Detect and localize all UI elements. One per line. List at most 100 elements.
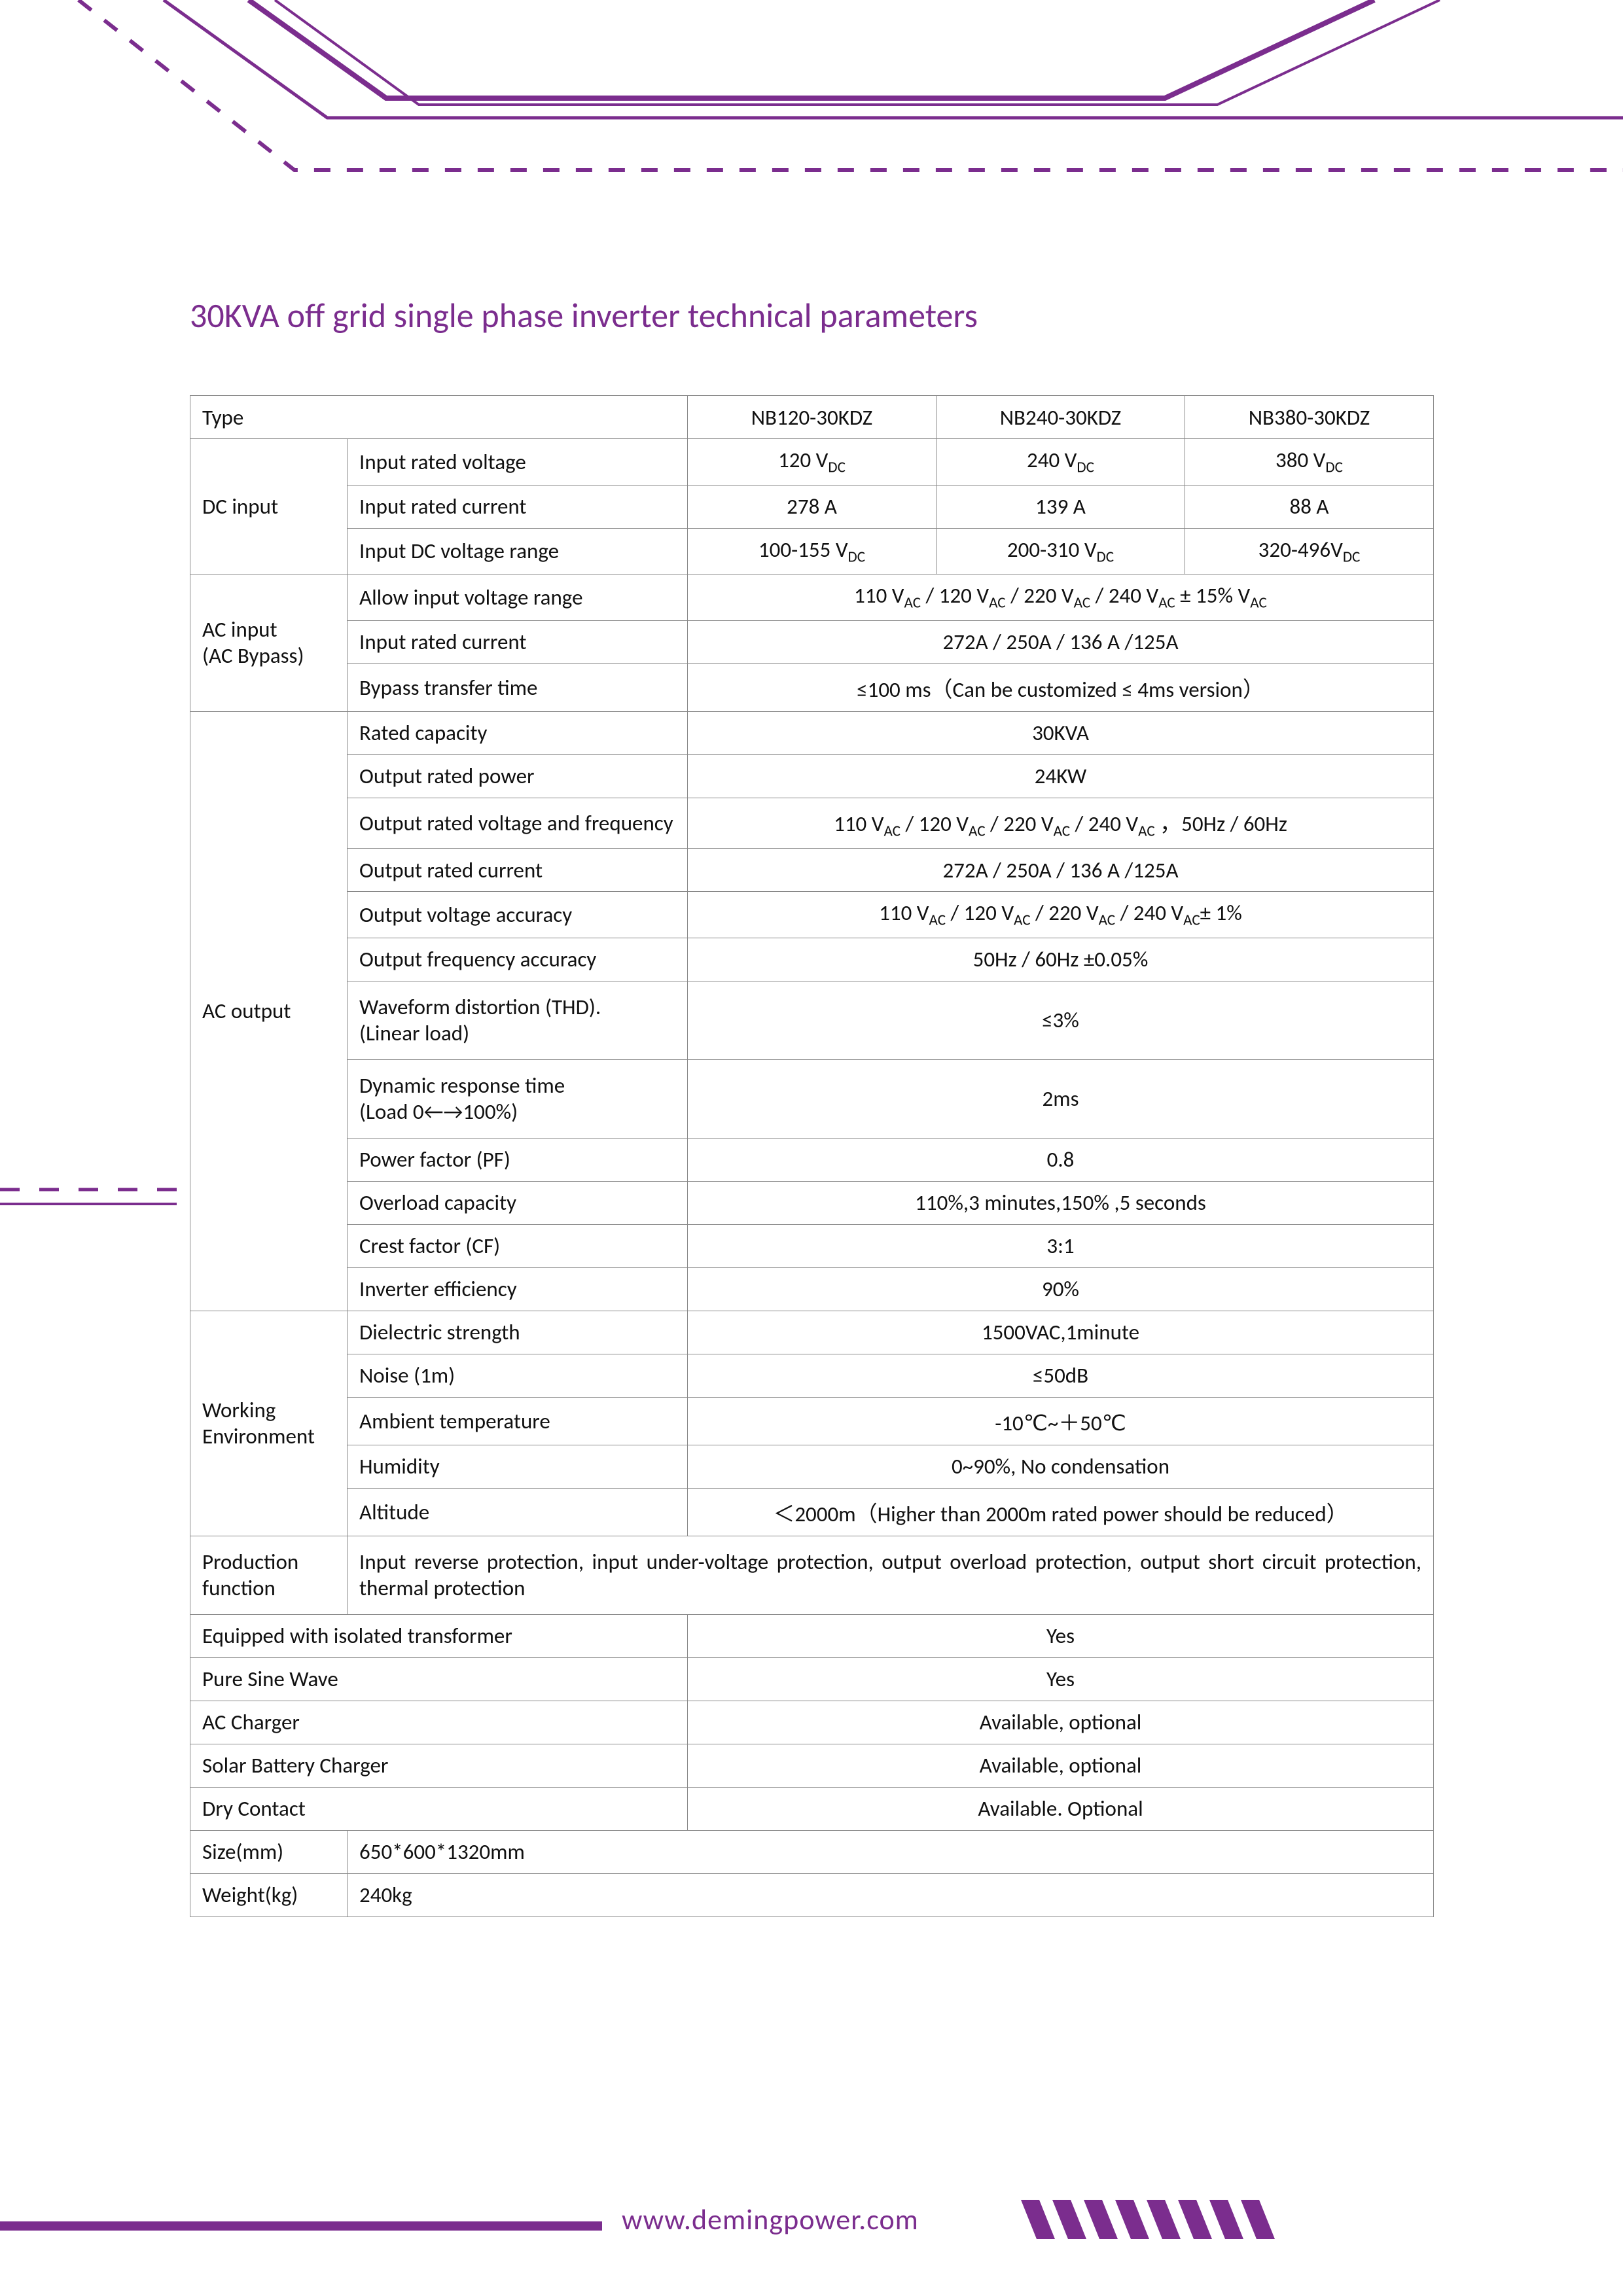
table-row: Noise (1m)≤50dB bbox=[190, 1354, 1434, 1397]
model-1: NB240-30KDZ bbox=[936, 396, 1185, 439]
val: ≤100 ms（Can be customized ≤ 4ms version） bbox=[688, 663, 1434, 711]
top-decoration bbox=[0, 0, 1623, 262]
param: Output rated current bbox=[348, 849, 688, 892]
page: 30KVA off grid single phase inverter tec… bbox=[0, 0, 1623, 2296]
footer-chevrons-icon bbox=[1021, 2200, 1296, 2242]
table-row: Input rated current278 A139 A88 A bbox=[190, 485, 1434, 528]
size-label: Size(mm) bbox=[190, 1830, 348, 1873]
val: ＜2000m（Higher than 2000m rated power sho… bbox=[688, 1488, 1434, 1536]
val: 110 VAC / 120 VAC / 220 VAC / 240 VAC± 1… bbox=[688, 892, 1434, 938]
ac-input-label: AC input(AC Bypass) bbox=[190, 574, 348, 712]
simple-label: Pure Sine Wave bbox=[190, 1657, 688, 1701]
val: 24KW bbox=[688, 754, 1434, 798]
page-title: 30KVA off grid single phase inverter tec… bbox=[190, 294, 1433, 336]
left-decoration bbox=[0, 1184, 190, 1210]
val: 380 VDC bbox=[1185, 439, 1434, 486]
simple-val: Yes bbox=[688, 1657, 1434, 1701]
spec-table: TypeNB120-30KDZNB240-30KDZNB380-30KDZDC … bbox=[190, 395, 1434, 1917]
dc-input-label: DC input bbox=[190, 439, 348, 574]
param: Output voltage accuracy bbox=[348, 892, 688, 938]
param: Waveform distortion (THD).(Linear load) bbox=[348, 981, 688, 1059]
val: 272A / 250A / 136 A /125A bbox=[688, 849, 1434, 892]
table-row: Crest factor (CF)3:1 bbox=[190, 1224, 1434, 1267]
footer: www.demingpower.com bbox=[0, 2185, 1623, 2237]
param: Humidity bbox=[348, 1445, 688, 1488]
param: Ambient temperature bbox=[348, 1397, 688, 1445]
val: 30KVA bbox=[688, 711, 1434, 754]
table-row: DC inputInput rated voltage120 VDC240 VD… bbox=[190, 439, 1434, 486]
table-row: Bypass transfer time≤100 ms（Can be custo… bbox=[190, 663, 1434, 711]
val: 110 VAC / 120 VAC / 220 VAC / 240 VAC ± … bbox=[688, 574, 1434, 621]
val: 139 A bbox=[936, 485, 1185, 528]
param: Altitude bbox=[348, 1488, 688, 1536]
table-row: Altitude＜2000m（Higher than 2000m rated p… bbox=[190, 1488, 1434, 1536]
header-type: Type bbox=[190, 396, 688, 439]
table-row: Dry ContactAvailable. Optional bbox=[190, 1787, 1434, 1830]
table-row: TypeNB120-30KDZNB240-30KDZNB380-30KDZ bbox=[190, 396, 1434, 439]
val: -10℃~＋50℃ bbox=[688, 1397, 1434, 1445]
simple-val: Available. Optional bbox=[688, 1787, 1434, 1830]
val: 120 VDC bbox=[688, 439, 936, 486]
param: Input DC voltage range bbox=[348, 528, 688, 574]
table-row: Weight(kg)240kg bbox=[190, 1873, 1434, 1916]
param: Power factor (PF) bbox=[348, 1138, 688, 1181]
param: Rated capacity bbox=[348, 711, 688, 754]
param: Crest factor (CF) bbox=[348, 1224, 688, 1267]
table-row: Input rated current272A / 250A / 136 A /… bbox=[190, 620, 1434, 663]
table-row: Solar Battery ChargerAvailable, optional bbox=[190, 1744, 1434, 1787]
val: 0.8 bbox=[688, 1138, 1434, 1181]
table-row: AC ChargerAvailable, optional bbox=[190, 1701, 1434, 1744]
param: Inverter efficiency bbox=[348, 1267, 688, 1311]
env-label: WorkingEnvironment bbox=[190, 1311, 348, 1536]
val: 88 A bbox=[1185, 485, 1434, 528]
val: 320-496VDC bbox=[1185, 528, 1434, 574]
simple-label: Dry Contact bbox=[190, 1787, 688, 1830]
simple-label: Equipped with isolated transformer bbox=[190, 1614, 688, 1657]
simple-val: Available, optional bbox=[688, 1744, 1434, 1787]
param: Output rated voltage and frequency bbox=[348, 798, 688, 849]
table-row: AC input(AC Bypass)Allow input voltage r… bbox=[190, 574, 1434, 621]
simple-label: Solar Battery Charger bbox=[190, 1744, 688, 1787]
table-row: Overload capacity110%,3 minutes,150% ,5 … bbox=[190, 1181, 1434, 1224]
val: 0~90%, No condensation bbox=[688, 1445, 1434, 1488]
table-row: Output rated voltage and frequency110 VA… bbox=[190, 798, 1434, 849]
simple-label: AC Charger bbox=[190, 1701, 688, 1744]
table-row: WorkingEnvironmentDielectric strength150… bbox=[190, 1311, 1434, 1354]
prod-fn-text: Input reverse protection, input under-vo… bbox=[348, 1536, 1434, 1614]
val: 3:1 bbox=[688, 1224, 1434, 1267]
table-row: Pure Sine WaveYes bbox=[190, 1657, 1434, 1701]
table-row: Input DC voltage range100-155 VDC200-310… bbox=[190, 528, 1434, 574]
simple-val: Yes bbox=[688, 1614, 1434, 1657]
param: Output frequency accuracy bbox=[348, 938, 688, 981]
val: 272A / 250A / 136 A /125A bbox=[688, 620, 1434, 663]
val: ≤50dB bbox=[688, 1354, 1434, 1397]
val: 110%,3 minutes,150% ,5 seconds bbox=[688, 1181, 1434, 1224]
table-row: Waveform distortion (THD).(Linear load)≤… bbox=[190, 981, 1434, 1059]
model-2: NB380-30KDZ bbox=[1185, 396, 1434, 439]
table-row: ProductionfunctionInput reverse protecti… bbox=[190, 1536, 1434, 1614]
table-row: Dynamic response time(Load 0←→100%)2ms bbox=[190, 1059, 1434, 1138]
param: Output rated power bbox=[348, 754, 688, 798]
table-row: Equipped with isolated transformerYes bbox=[190, 1614, 1434, 1657]
weight-label: Weight(kg) bbox=[190, 1873, 348, 1916]
prod-fn-label: Productionfunction bbox=[190, 1536, 348, 1614]
param: Bypass transfer time bbox=[348, 663, 688, 711]
val: 1500VAC,1minute bbox=[688, 1311, 1434, 1354]
val: 110 VAC / 120 VAC / 220 VAC / 240 VAC ，5… bbox=[688, 798, 1434, 849]
footer-url: www.demingpower.com bbox=[622, 2202, 919, 2237]
param: Noise (1m) bbox=[348, 1354, 688, 1397]
param: Allow input voltage range bbox=[348, 574, 688, 621]
param: Dielectric strength bbox=[348, 1311, 688, 1354]
weight-val: 240kg bbox=[348, 1873, 1434, 1916]
val: 90% bbox=[688, 1267, 1434, 1311]
val: 278 A bbox=[688, 485, 936, 528]
simple-val: Available, optional bbox=[688, 1701, 1434, 1744]
table-row: Output frequency accuracy50Hz / 60Hz ±0.… bbox=[190, 938, 1434, 981]
param: Overload capacity bbox=[348, 1181, 688, 1224]
table-row: Humidity0~90%, No condensation bbox=[190, 1445, 1434, 1488]
val: 2ms bbox=[688, 1059, 1434, 1138]
content-area: 30KVA off grid single phase inverter tec… bbox=[190, 294, 1433, 1917]
val: 50Hz / 60Hz ±0.05% bbox=[688, 938, 1434, 981]
val: 240 VDC bbox=[936, 439, 1185, 486]
table-row: Output rated power24KW bbox=[190, 754, 1434, 798]
